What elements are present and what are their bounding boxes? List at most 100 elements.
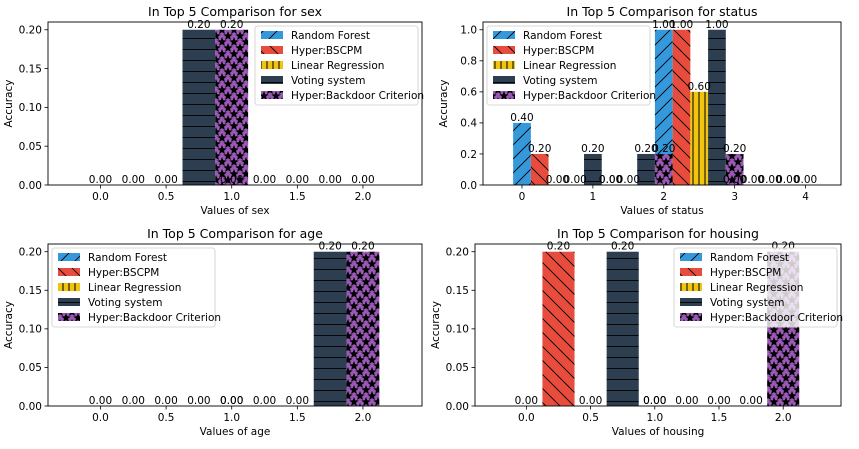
legend-swatch-hyper-bscpm — [261, 46, 283, 54]
bar-value-label: 0.00 — [643, 395, 666, 407]
legend-label: Hyper:Backdoor Criterion — [710, 312, 843, 324]
legend-label: Random Forest — [291, 30, 370, 42]
legend-swatch-linear-regression — [58, 283, 80, 291]
axes-frame — [47, 243, 423, 407]
bar-value-label: 0.00 — [617, 174, 640, 186]
legend-swatch-random-forest — [493, 31, 515, 39]
bar-value-label: 0.00 — [675, 395, 698, 407]
legend-swatch-hyper-backdoor-criterion — [493, 91, 515, 99]
bar-value-label: 0.00 — [220, 395, 243, 407]
legend-swatch-linear-regression — [680, 283, 702, 291]
legend-label: Voting system — [710, 297, 784, 309]
bar-value-label: 0.20 — [351, 241, 374, 253]
legend-swatch-hyper-backdoor-criterion — [58, 313, 80, 321]
bar-value-label: 0.00 — [723, 174, 746, 186]
bar-value-label: 0.20 — [652, 143, 675, 155]
y-axis-label: Accuracy — [438, 80, 450, 128]
axes-frame — [482, 21, 842, 186]
x-tick-label: 0.0 — [92, 412, 109, 424]
bar-value-label: 0.00 — [187, 395, 210, 407]
chart-title: In Top 5 Comparison for housing — [557, 226, 759, 241]
chart-title: In Top 5 Comparison for status — [567, 4, 758, 19]
y-tick-label: 0.00 — [19, 180, 42, 192]
bar-value-label: 0.00 — [599, 174, 622, 186]
bar-value-label: 0.00 — [739, 395, 762, 407]
x-tick-label: 1.5 — [711, 412, 728, 424]
bar-value-label: 0.20 — [634, 143, 657, 155]
bar-value-label: 0.40 — [510, 112, 533, 124]
bar-value-label: 0.00 — [563, 174, 586, 186]
x-tick-label: 1.5 — [289, 412, 306, 424]
x-tick-label: 0 — [519, 191, 526, 203]
y-axis-label: Accuracy — [3, 80, 15, 128]
x-tick-label: 1.0 — [223, 191, 240, 203]
legend-box — [51, 247, 216, 328]
legend-label: Voting system — [523, 75, 597, 87]
x-tick-label: 2 — [660, 191, 667, 203]
bar-hyper-backdoor-criterion — [346, 251, 380, 406]
y-tick-label: 0.00 — [19, 401, 42, 413]
legend: Random Forest Hyper:BSCPM Linear Regressio… — [673, 247, 843, 328]
legend-swatch-linear-regression — [493, 61, 515, 69]
y-tick-label: 0.10 — [19, 324, 42, 336]
x-tick-label: 3 — [731, 191, 738, 203]
legend-swatch-voting-system — [680, 298, 702, 306]
bar-value-label: 0.20 — [547, 241, 570, 253]
x-tick-label: 4 — [802, 191, 809, 203]
bar-value-label: 0.00 — [253, 395, 276, 407]
x-tick-label: 1.0 — [646, 412, 663, 424]
legend-label: Linear Regression — [88, 282, 181, 294]
y-tick-label: 0.05 — [19, 362, 42, 374]
legend: Random Forest Hyper:BSCPM Linear Regressio… — [254, 25, 424, 106]
bar-value-label: 0.00 — [794, 174, 817, 186]
y-tick-label: 0.00 — [446, 401, 469, 413]
bar-value-label: 0.20 — [723, 143, 746, 155]
bar-value-label: 0.20 — [318, 241, 341, 253]
bar-value-label: 0.00 — [89, 395, 112, 407]
y-tick-label: 0.0 — [460, 180, 477, 192]
legend-label: Voting system — [88, 297, 162, 309]
x-axis-label: Values of sex — [200, 205, 269, 217]
legend-swatch-voting-system — [261, 76, 283, 84]
x-tick-label: 1.0 — [223, 412, 240, 424]
bar-random-forest — [513, 122, 531, 185]
x-axis-label: Values of status — [620, 205, 703, 217]
bar-value-label: 0.00 — [154, 174, 177, 186]
y-tick-label: 0.2 — [460, 149, 477, 161]
bar-value-label: 0.00 — [643, 395, 666, 407]
legend-swatch-random-forest — [680, 253, 702, 261]
legend-label: Hyper:BSCPM — [88, 267, 159, 279]
x-tick-label: 0.0 — [518, 412, 535, 424]
x-tick-label: 2.0 — [355, 412, 372, 424]
chart-panel: 0.00 0.000.00 0.000.00 0.000.200.000.200.00… — [3, 226, 423, 438]
legend-label: Random Forest — [523, 30, 602, 42]
bar-value-label: 0.00 — [579, 395, 602, 407]
y-tick-label: 0.20 — [19, 25, 42, 37]
y-tick-label: 0.05 — [446, 362, 469, 374]
bar-value-label: 0.00 — [546, 174, 569, 186]
bar-value-label: 0.00 — [286, 395, 309, 407]
legend-swatch-voting-system — [58, 298, 80, 306]
legend-swatch-hyper-backdoor-criterion — [680, 313, 702, 321]
bar-voting-system — [313, 251, 347, 406]
bar-value-label: 0.00 — [89, 174, 112, 186]
x-tick-label: 0.5 — [582, 412, 599, 424]
chart-panel: 0.00 0.000.200.000.000.200.000.000.200.00… — [430, 226, 843, 438]
bar-value-label: 0.20 — [187, 19, 210, 31]
bar-linear-regression — [690, 91, 709, 185]
bar-voting-system — [708, 29, 726, 185]
bar-value-label: 0.00 — [122, 174, 145, 186]
legend-swatch-random-forest — [58, 253, 80, 261]
bar-value-label: 0.00 — [707, 395, 730, 407]
legend-label: Hyper:Backdoor Criterion — [523, 90, 656, 102]
legend-box — [254, 25, 419, 106]
bar-value-label: 0.20 — [581, 143, 604, 155]
y-axis-label: Accuracy — [430, 301, 442, 349]
chart-title: In Top 5 Comparison for age — [147, 226, 323, 241]
data-labels: 0.00 0.000.200.000.000.200.000.000.200.00 — [515, 241, 795, 407]
legend-label: Hyper:Backdoor Criterion — [291, 90, 424, 102]
y-tick-label: 0.20 — [446, 247, 469, 259]
bar-hyper-bscpm — [542, 251, 575, 406]
x-tick-label: 0.5 — [158, 412, 175, 424]
bar-hyper-bscpm — [530, 153, 549, 185]
